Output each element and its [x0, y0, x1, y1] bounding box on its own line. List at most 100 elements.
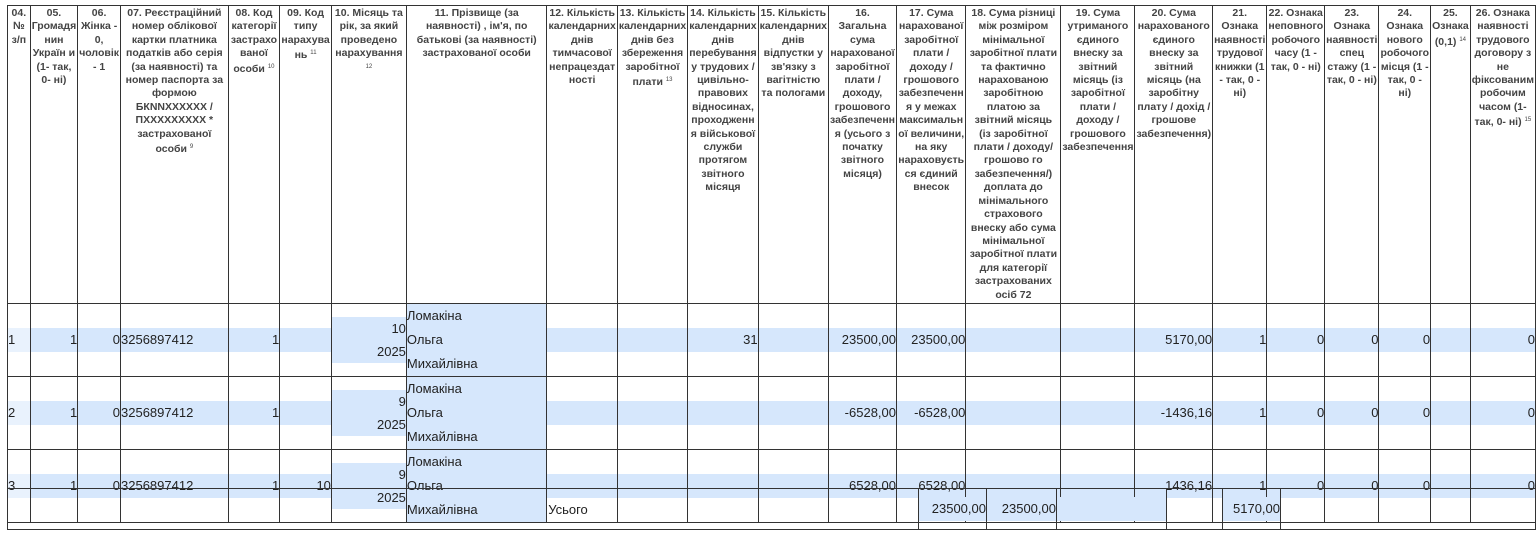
cell-c20: -1436,16	[1134, 375, 1214, 450]
name-part: Ломакіна	[406, 307, 462, 323]
period-year: 2025	[376, 343, 406, 359]
cell-c12	[546, 302, 618, 377]
column-header: 18. Сума різниці між розміром мінімально…	[965, 5, 1062, 304]
period-month: 9	[398, 393, 406, 409]
cell-c26: 0	[1469, 375, 1536, 450]
column-header-text: 08. Код категорії застрахо ваної особи	[230, 7, 278, 75]
column-header: 23. Ознака наявності спец стажу (1 - так…	[1324, 5, 1380, 304]
value: 2	[8, 400, 30, 425]
totals-c19	[1166, 488, 1223, 530]
value	[759, 400, 828, 425]
totals-c17: 23500,00	[986, 488, 1057, 530]
cell-c13	[616, 375, 689, 450]
column-header: 14. Кількість календарних днів перебуван…	[687, 5, 759, 304]
totals-row: Усього 23500,00 23500,00 5170,00	[7, 488, 1536, 530]
name-part: Михайлівна	[406, 428, 478, 444]
column-header-text: 18. Сума різниці між розміром мінімально…	[969, 7, 1058, 301]
column-header-text: 23. Ознака наявності спец стажу (1 - так…	[1326, 7, 1378, 87]
column-header-text: 04. № з/п	[11, 7, 27, 46]
column-header: 21. Ознака наявності трудової книжки (1 …	[1212, 5, 1268, 304]
column-header: 15. Кількість календарних днів відпустки…	[757, 5, 830, 304]
value: 1	[1213, 327, 1266, 352]
cell-c08: 1	[227, 375, 281, 450]
value	[1061, 327, 1134, 352]
totals-empty	[1280, 488, 1536, 530]
cell-c25	[1430, 302, 1471, 377]
name-part: Ольга	[406, 404, 443, 420]
value: 0	[1325, 400, 1378, 425]
cell-c06: 0	[77, 375, 121, 450]
cell-c12	[546, 375, 618, 450]
column-header-text: 05. Громадя нин Україн и (1- так, 0- ні)	[31, 7, 77, 87]
cell-c05: 1	[29, 375, 79, 450]
value: 1	[229, 400, 279, 425]
value	[1431, 327, 1470, 352]
column-header: 11. Прізвище (за наявності) , ім'я, по б…	[405, 5, 548, 304]
cell-c22: 0	[1266, 302, 1326, 377]
value: 0	[1379, 400, 1430, 425]
cell-c21: 1	[1212, 375, 1268, 450]
value: 0	[78, 327, 120, 352]
cell-c16: -6528,00	[828, 375, 897, 450]
totals-label: Усього	[7, 488, 919, 530]
cell-c05: 1	[29, 302, 79, 377]
column-header: 10. Місяць та рік, за який проведено нар…	[330, 5, 407, 304]
value: 0	[1267, 400, 1324, 425]
footnote-ref: 11	[310, 50, 317, 57]
totals-table: Усього 23500,00 23500,00 5170,00	[7, 488, 1536, 530]
name-part: Ломакіна	[406, 453, 462, 469]
column-header-text: 19. Сума утриманого єдиного внеску за зв…	[1062, 7, 1134, 154]
column-header-text: 13. Кількість календарних днів без збере…	[618, 7, 687, 89]
column-header: 12. Кількість календарних днів тимчасово…	[546, 5, 618, 304]
cell-c15	[757, 302, 830, 377]
period: 9 2025	[332, 389, 406, 436]
column-header: 07. Реєстраційний номер облікової картки…	[120, 5, 229, 304]
table-row: 1 1 0 3256897412 1 10 2025 Ломакіна Ольга Михайл…	[7, 302, 1536, 377]
column-header: 13. Кількість календарних днів без збере…	[616, 5, 689, 304]
cell-c18	[965, 302, 1062, 377]
column-header: 24. Ознака нового робочого місця (1 - та…	[1378, 5, 1432, 304]
footnote-ref: 10	[267, 63, 275, 70]
cell-c07: 3256897412	[120, 302, 229, 377]
cell-c19	[1060, 375, 1136, 450]
value: 31	[688, 327, 758, 352]
column-header-text: 24. Ознака нового робочого місця (1 - та…	[1380, 7, 1430, 100]
column-header: 25. Ознака (0,1) 14	[1430, 5, 1471, 304]
cell-name: Ломакіна Ольга Михайлівна	[405, 375, 548, 450]
name-part: Ольга	[406, 331, 443, 347]
value	[1061, 400, 1134, 425]
column-header: 09. Код типу нарахува нь 11	[279, 5, 332, 304]
column-header-text: 06. Жінка - 0, чоловік - 1	[79, 7, 120, 73]
value: 0	[78, 400, 120, 425]
column-header-text: 07. Реєстраційний номер облікової картки…	[125, 7, 224, 156]
value: -6528,00	[897, 400, 965, 425]
period-month: 10	[391, 320, 406, 336]
cell-c23: 0	[1324, 302, 1380, 377]
footnote-ref: 15	[1524, 117, 1532, 124]
cell-month: 10 2025	[330, 302, 407, 377]
totals-c18	[1056, 488, 1167, 530]
value: -1436,16	[1135, 400, 1212, 425]
value	[688, 400, 758, 425]
value: 1	[31, 327, 77, 352]
period: 10 2025	[332, 316, 406, 363]
cell-c15	[757, 375, 830, 450]
column-header-text: 15. Кількість календарних днів відпустки…	[759, 7, 828, 100]
column-header: 19. Сума утриманого єдиного внеску за зв…	[1060, 5, 1136, 304]
cell-c19	[1060, 302, 1136, 377]
cell-c21: 1	[1212, 302, 1268, 377]
value	[547, 327, 617, 352]
period-month: 9	[398, 466, 406, 482]
cell-c26: 0	[1469, 302, 1536, 377]
value	[966, 400, 1060, 425]
cell-c08: 1	[227, 302, 281, 377]
value	[618, 327, 687, 352]
column-header: 26. Ознака наявності трудового договору …	[1469, 5, 1536, 304]
column-header: 17. Сума нарахованої заробітної плати / …	[895, 5, 967, 304]
cell-c17: 23500,00	[895, 302, 967, 377]
cell-c09	[279, 302, 332, 377]
value	[1431, 400, 1470, 425]
value: 1	[31, 400, 77, 425]
value: 3256897412	[121, 327, 228, 352]
cell-c18	[965, 375, 1062, 450]
